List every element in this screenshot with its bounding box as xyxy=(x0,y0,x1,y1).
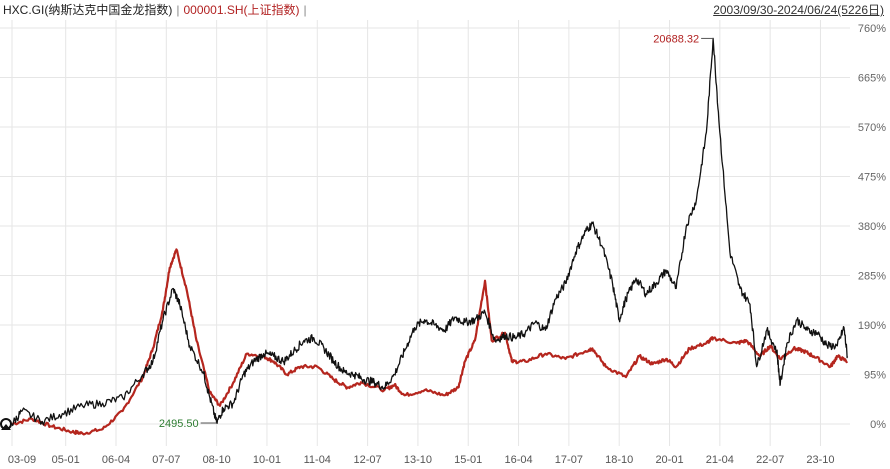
chart-markers xyxy=(0,418,12,430)
x-tick-label: 10-01 xyxy=(253,454,281,466)
legend-separator-end: | xyxy=(303,3,307,17)
y-tick-label: 190% xyxy=(858,320,886,332)
chart-legend: HXC.GI(纳斯达克中国金龙指数) | 000001.SH(上证指数) | xyxy=(3,1,311,19)
legend-series-sse[interactable]: 000001.SH(上证指数) xyxy=(183,3,300,17)
x-tick-label: 03-09 xyxy=(8,454,36,466)
chart-annotations: 20688.32 2495.50 xyxy=(159,33,714,430)
x-tick-label: 18-10 xyxy=(605,454,633,466)
x-tick-label: 23-10 xyxy=(806,454,834,466)
x-tick-label: 11-04 xyxy=(304,454,331,466)
y-tick-label: 570% xyxy=(858,122,886,134)
x-tick-label: 08-10 xyxy=(203,454,231,466)
x-tick-label: 12-07 xyxy=(354,454,382,466)
x-tick-label: 21-04 xyxy=(706,454,734,466)
y-tick-label: 380% xyxy=(858,221,886,233)
legend-separator: | xyxy=(176,3,180,17)
x-tick-label: 13-10 xyxy=(404,454,432,466)
series-line-sse xyxy=(11,248,849,436)
y-tick-label: 285% xyxy=(858,271,886,283)
x-tick-label: 15-01 xyxy=(454,454,482,466)
x-tick-label: 06-04 xyxy=(102,454,130,466)
x-tick-label: 20-01 xyxy=(655,454,683,466)
series-lines xyxy=(11,37,849,436)
y-tick-label: 760% xyxy=(858,23,886,35)
date-range-selector[interactable]: 2003/09/30-2024/06/24(5226日) xyxy=(713,3,884,17)
annotation-max-label: 20688.32 xyxy=(653,33,699,45)
y-tick-label: 475% xyxy=(858,172,886,184)
y-axis-ticks: 760% 665% 570% 475% 380% 285% 190% 95% 0% xyxy=(858,23,886,431)
x-tick-label: 17-07 xyxy=(555,454,583,466)
x-tick-label: 07-07 xyxy=(152,454,180,466)
annotation-min-label: 2495.50 xyxy=(159,418,199,430)
legend-series-hxc[interactable]: HXC.GI(纳斯达克中国金龙指数) xyxy=(3,3,173,17)
chart-grid xyxy=(0,20,850,446)
y-tick-label: 665% xyxy=(858,73,886,85)
x-axis-ticks: 03-09 05-01 06-04 07-07 08-10 10-01 11-04 12-07… xyxy=(8,454,835,466)
x-tick-label: 05-01 xyxy=(52,454,80,466)
start-marker-arrow-icon xyxy=(1,424,11,430)
y-tick-label: 0% xyxy=(870,419,886,431)
y-tick-label: 95% xyxy=(864,370,886,382)
series-line-hxc xyxy=(11,37,848,427)
x-tick-label: 22-07 xyxy=(756,454,784,466)
x-tick-label: 16-04 xyxy=(504,454,532,466)
